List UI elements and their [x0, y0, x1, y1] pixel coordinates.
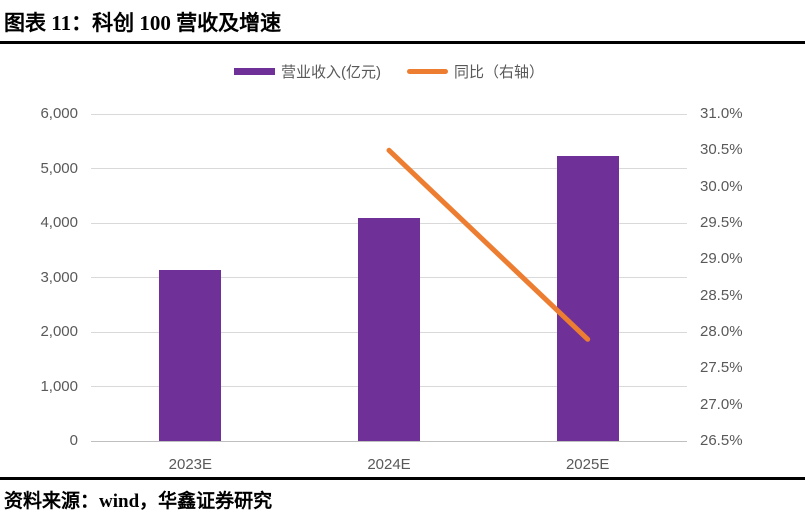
yoy-growth-line: [386, 147, 591, 342]
source-note: 资料来源：wind，华鑫证券研究: [4, 491, 273, 512]
bar-legend-swatch: [233, 67, 275, 75]
footer-divider: [0, 477, 805, 480]
legend-item: 营业收入(亿元): [233, 61, 381, 82]
left-axis-tick: 5,000: [40, 159, 78, 177]
legend-label: 营业收入(亿元): [280, 63, 381, 81]
right-axis-tick: 30.0%: [700, 177, 743, 195]
legend-label: 同比（右轴）: [453, 63, 544, 81]
right-axis-tick: 30.5%: [700, 141, 743, 159]
left-axis-tick: 2,000: [40, 323, 78, 340]
revenue-bar: [159, 270, 222, 441]
gridline: [91, 113, 687, 115]
right-axis-tick: 28.5%: [700, 286, 743, 304]
chart-legend: 营业收入(亿元) 同比（右轴）: [91, 61, 687, 82]
x-axis-label: 2024E: [367, 456, 411, 473]
left-axis-tick: 4,000: [40, 214, 78, 231]
right-axis-tick: 28.0%: [700, 323, 743, 340]
title-divider: [0, 41, 805, 44]
left-axis-tick: 0: [69, 432, 78, 449]
revenue-bar: [358, 218, 420, 441]
x-axis-label: 2023E: [168, 456, 213, 473]
right-axis-tick: 29.0%: [700, 250, 743, 268]
right-axis-tick: 26.5%: [700, 432, 743, 449]
gridline: [91, 168, 687, 169]
right-axis-tick: 27.0%: [700, 395, 743, 413]
right-axis-tick: 27.5%: [700, 359, 743, 377]
right-axis-tick: 31.0%: [700, 105, 743, 122]
x-axis-label: 2025E: [565, 456, 610, 473]
right-axis-tick: 29.5%: [700, 214, 743, 231]
left-axis-tick: 6,000: [40, 105, 78, 122]
legend-item: 同比（右轴）: [406, 61, 544, 82]
x-axis-line: [91, 440, 687, 442]
line-legend-swatch: [406, 68, 448, 74]
page-title: 图表 11：科创 100 营收及增速: [4, 11, 282, 35]
left-axis-tick: 1,000: [40, 377, 78, 395]
left-axis-tick: 3,000: [40, 268, 78, 286]
revenue-bar: [556, 155, 619, 441]
